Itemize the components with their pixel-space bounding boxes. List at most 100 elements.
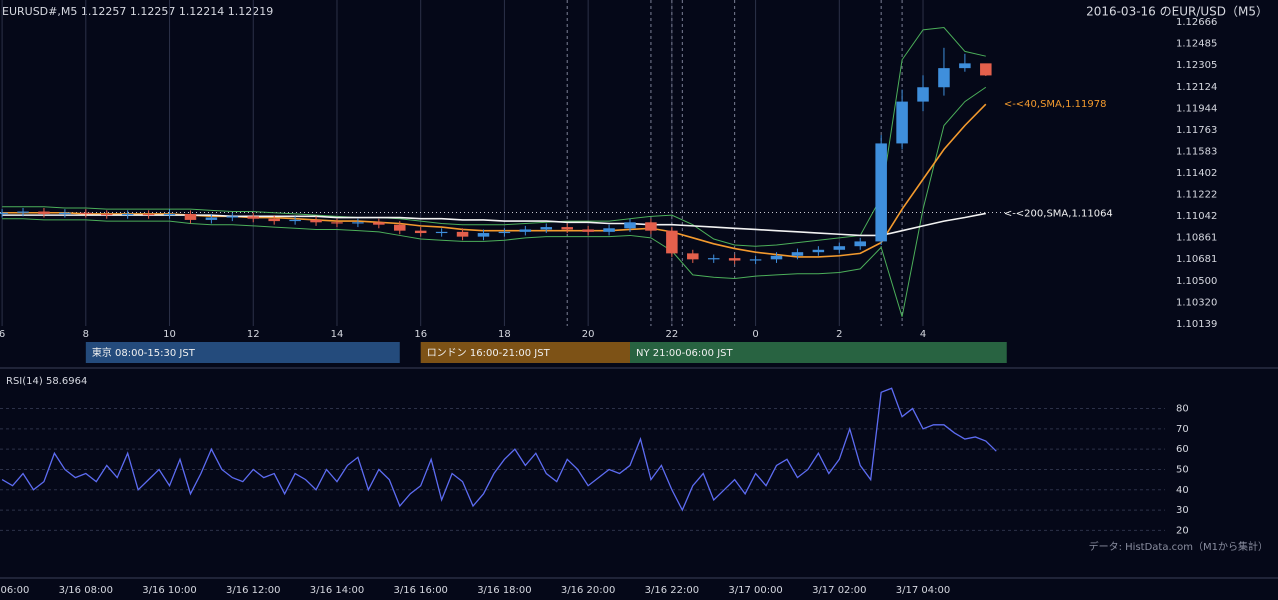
candle-body [38,211,50,214]
x-tick-label: 3/17 02:00 [812,585,866,596]
candle-body [142,213,155,216]
overlay-line [2,26,986,247]
x-tick-label: 3/16 10:00 [142,585,196,596]
y-tick-label: 70 [1176,424,1189,435]
session-label: 東京 08:00-15:30 JST [92,346,196,359]
y-tick-label: 1.10681 [1176,254,1217,265]
candle-body [247,216,260,219]
session-label: NY 21:00-06:00 JST [636,348,733,359]
x-tick-label: 3/16 18:00 [477,585,531,596]
x-tick-label: 14 [331,329,344,340]
session-label: ロンドン 16:00-21:00 JST [427,348,551,359]
candle-body [163,213,176,216]
x-tick-label: 6 [0,329,5,340]
rsi-line [1,387,997,512]
candle-body [121,213,134,216]
candle-body [289,219,301,222]
candle-body [645,222,657,231]
candle-body [582,229,594,232]
y-tick-label: 30 [1176,505,1189,516]
x-tick-label: 3/16 06:00 [0,585,29,596]
y-tick-label: 1.11763 [1176,125,1217,136]
session-bar [420,342,630,363]
session-bar [630,342,1007,363]
candle-body [17,211,29,213]
candle-body [80,212,92,214]
candle-body [854,241,866,247]
candle-body [435,231,448,234]
y-tick-label: 20 [1176,525,1189,536]
y-tick-label: 1.11042 [1176,211,1217,222]
x-tick-label: 3/17 00:00 [728,585,782,596]
candle-body [666,230,678,254]
x-tick-label: 3/16 16:00 [393,585,447,596]
candle-body [226,216,239,218]
x-tick-label: 3/16 14:00 [310,585,364,596]
y-tick-label: 1.12485 [1176,39,1217,50]
candle-body [540,227,553,230]
candle-body [100,213,113,216]
candle-body [687,253,699,260]
x-tick-label: 8 [83,329,89,340]
y-tick-label: 1.10500 [1176,276,1217,287]
candle-body [352,222,364,224]
candle-body [205,217,218,220]
y-tick-label: 80 [1176,404,1189,415]
y-tick-label: 1.11222 [1176,190,1217,201]
x-tick-label: 10 [163,329,176,340]
candle-body [456,231,469,237]
candle-body [938,68,950,88]
candle-body [728,258,741,261]
candle-body [770,255,783,260]
candle-body [477,233,490,237]
candle-body [707,258,720,260]
x-tick-label: 16 [414,329,427,340]
candle-body [394,224,406,231]
x-tick-label: 4 [920,329,926,340]
candle-body [561,227,573,230]
candle-body [373,222,385,225]
y-tick-label: 60 [1176,444,1189,455]
overlay-line [2,103,987,258]
rsi-title: RSI(14) 58.6964 [6,376,87,387]
overlay-line [2,212,986,237]
chart-title: EURUSD#,M5 1.12257 1.12257 1.12214 1.122… [2,5,273,18]
x-tick-label: 3/16 12:00 [226,585,280,596]
candle-body [791,252,804,256]
y-tick-label: 1.11583 [1176,146,1217,157]
candle-body [980,63,992,76]
chart-subtitle: 2016-03-16 のEUR/USD（M5） [1086,5,1268,19]
overlay-line [2,86,987,317]
candle-body [896,101,908,144]
overlay-label: <-<200,SMA,1.11064 [1004,208,1113,219]
y-tick-label: 1.11402 [1176,168,1217,179]
x-tick-label: 3/16 22:00 [645,585,699,596]
candle-body [812,249,825,253]
candle-body [414,230,427,234]
y-tick-label: 1.11944 [1176,103,1217,114]
x-tick-label: 0 [752,329,758,340]
candle-body [59,212,71,214]
y-tick-label: 1.10139 [1176,319,1217,330]
x-tick-label: 2 [836,329,842,340]
y-tick-label: 40 [1176,485,1189,496]
overlay-label: <-<40,SMA,1.11978 [1004,99,1107,110]
candle-body [310,219,322,223]
candle-body [184,213,197,220]
x-tick-label: 12 [247,329,260,340]
candle-body [959,63,971,69]
x-tick-label: 3/16 20:00 [561,585,615,596]
x-tick-label: 20 [582,329,595,340]
source-note: データ: HistData.com（M1から集計） [1089,540,1268,553]
candle-body [833,246,846,250]
candle-body [917,87,929,102]
candle-body [268,218,280,222]
x-tick-label: 3/16 08:00 [59,585,113,596]
y-tick-label: 1.10320 [1176,297,1217,308]
y-tick-label: 50 [1176,464,1189,475]
candle-body [875,143,887,242]
y-tick-label: 1.12666 [1176,17,1217,28]
candle-body [519,229,532,232]
x-tick-label: 3/17 04:00 [896,585,950,596]
